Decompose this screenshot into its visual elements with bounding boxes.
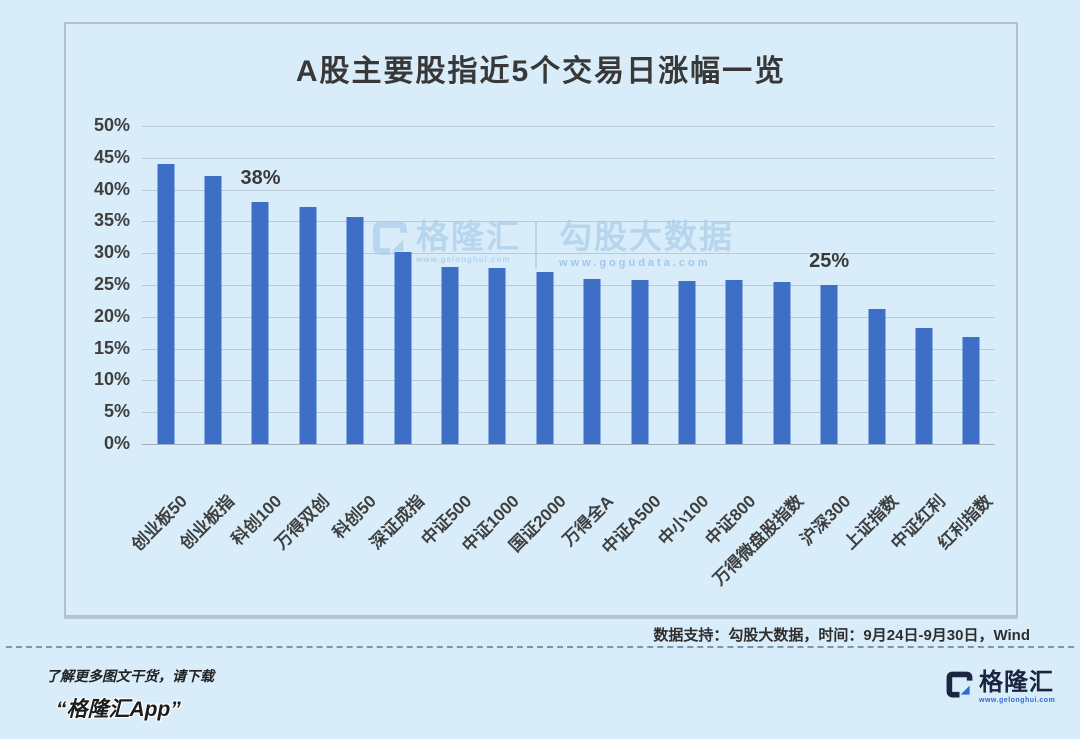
- bar-科创100: [251, 202, 269, 444]
- bar-slot: [758, 126, 805, 444]
- promo-line1: 了解更多图文干货，请下载: [46, 668, 214, 684]
- y-axis-tick-label: 45%: [93, 146, 130, 167]
- bar-slot: [521, 126, 568, 444]
- watermark-brand-text: 格隆汇: [416, 218, 521, 255]
- dashed-divider: [6, 646, 1074, 648]
- bar-万得微盘股指数: [773, 281, 791, 444]
- bar-slot: [616, 126, 663, 444]
- source-note: 数据支持：勾股大数据，时间：9月24日-9月30日，Wind: [653, 627, 1030, 644]
- bar-slot: [189, 126, 236, 444]
- gelonghui-logo-icon: [946, 671, 973, 698]
- chart-title: A股主要股指近5个交易日涨幅一览: [295, 55, 787, 88]
- gridline: [142, 412, 995, 414]
- bar-slot: 25%: [805, 126, 852, 444]
- gridline: [142, 285, 995, 286]
- bar-创业板50: [157, 164, 175, 444]
- x-axis-label: 中小100: [654, 491, 712, 550]
- gridline: [142, 316, 995, 318]
- gelonghui-logo-text: 格隆汇: [979, 669, 1054, 696]
- bar-万得全A: [583, 278, 601, 444]
- gridline: [142, 348, 995, 350]
- bar-中证1000: [488, 268, 506, 444]
- gelonghui-logo-url: www.gelonghui.com: [979, 697, 1056, 704]
- gridline: [142, 126, 995, 127]
- y-axis-tick-label: 0%: [103, 433, 130, 453]
- gridline: [142, 444, 995, 445]
- watermark-brand-block: 格隆汇 www.gelonghui.com: [416, 220, 521, 264]
- watermark-brand-url: www.gelonghui.com: [416, 255, 511, 264]
- y-axis-tick-label: 20%: [93, 305, 130, 326]
- gridline: [142, 189, 995, 191]
- bar-data-label: 38%: [240, 167, 281, 190]
- bar-data-label: 25%: [809, 250, 850, 272]
- gridline: [142, 221, 995, 223]
- gridline: [142, 253, 995, 255]
- bar-slot: [900, 126, 947, 444]
- bar-slot: [426, 126, 473, 444]
- promo-block: 了解更多图文干货，请下载 “格隆汇App”: [46, 666, 214, 723]
- bar-slot: [569, 126, 616, 444]
- promo-app-name: “格隆汇App”: [56, 698, 181, 721]
- watermark: 格隆汇 www.gelonghui.com 勾股大数据 www.gogudata…: [372, 220, 734, 269]
- y-axis-tick-label: 40%: [93, 178, 130, 199]
- y-axis-tick-label: 25%: [93, 274, 130, 294]
- bar-中小100: [678, 280, 696, 444]
- y-axis-tick-label: 10%: [93, 369, 130, 390]
- watermark-partner-block: 勾股大数据 www.gogudata.com: [559, 220, 734, 269]
- bar-万得双创: [299, 207, 317, 444]
- y-axis-tick-label: 5%: [103, 401, 130, 422]
- bar-国证2000: [536, 272, 554, 444]
- bar-slot: [663, 126, 710, 444]
- bar-slot: [284, 126, 331, 444]
- bar-上证指数: [868, 308, 886, 444]
- bar-沪深300: [820, 285, 838, 444]
- bar-slot: [332, 126, 379, 444]
- bar-slot: [948, 126, 995, 444]
- watermark-partner-text: 勾股大数据: [559, 218, 734, 255]
- y-axis-tick-label: 30%: [93, 242, 130, 263]
- gelonghui-watermark-logo-icon: [373, 221, 407, 255]
- y-axis-tick-label: 50%: [93, 115, 130, 135]
- bar-中证红利: [915, 327, 933, 444]
- bar-创业板指: [204, 175, 222, 444]
- bar-slot: [853, 126, 900, 444]
- bar-slot: [379, 126, 426, 444]
- bar-深证成指: [394, 251, 412, 444]
- y-axis-tick-label: 35%: [93, 210, 130, 231]
- watermark-divider: [535, 222, 537, 268]
- bar-中证A500: [631, 279, 649, 444]
- bar-科创50: [346, 216, 364, 444]
- bar-中证500: [441, 267, 459, 444]
- watermark-partner-url: www.gogudata.com: [559, 257, 711, 269]
- gelonghui-logo: 格隆汇 www.gelonghui.com: [946, 671, 1055, 704]
- gridline: [142, 157, 995, 159]
- gridline: [142, 380, 995, 382]
- bar-slot: [711, 126, 758, 444]
- bar-slot: [142, 126, 189, 444]
- chart-card: A股主要股指近5个交易日涨幅一览 格隆汇 www.gelonghui.com 勾…: [64, 22, 1018, 617]
- y-axis-tick-label: 15%: [93, 337, 130, 358]
- bar-slot: [474, 126, 521, 444]
- gelonghui-logo-textblock: 格隆汇 www.gelonghui.com: [979, 669, 1056, 705]
- bar-slot: 38%: [237, 126, 284, 444]
- bar-中证800: [725, 279, 743, 444]
- bars-container: 38% 25%: [142, 126, 995, 444]
- bar-红利指数: [962, 337, 980, 444]
- plot-area: 38% 25%: [142, 126, 995, 445]
